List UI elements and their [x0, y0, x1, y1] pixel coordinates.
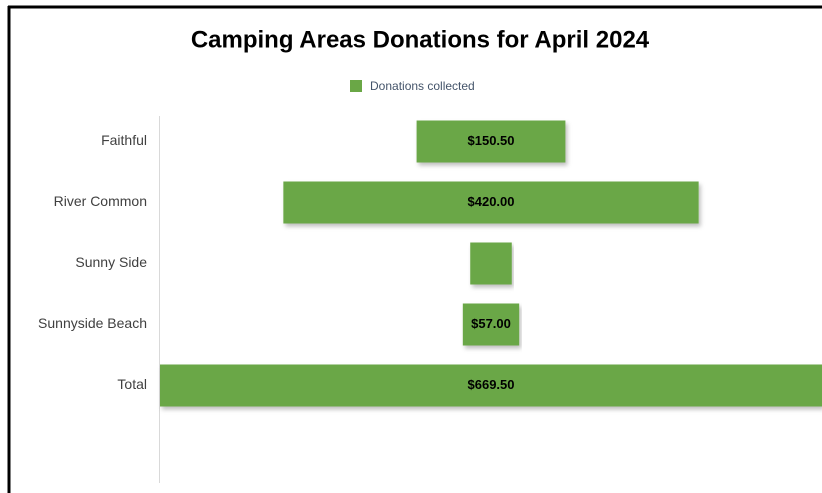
- bar: [283, 181, 699, 224]
- bar: [462, 303, 520, 346]
- data-label: $57.00: [471, 316, 511, 331]
- data-label: $669.50: [468, 377, 515, 392]
- category-label: Sunnyside Beach: [38, 315, 147, 331]
- legend-label: Donations collected: [370, 79, 475, 93]
- bar: [470, 242, 512, 285]
- data-label: $150.50: [468, 133, 515, 148]
- legend-swatch: [350, 80, 362, 92]
- category-label: Faithful: [101, 132, 147, 148]
- bar: [416, 120, 566, 163]
- category-label: Total: [117, 376, 147, 392]
- bar: [160, 364, 822, 407]
- category-label: River Common: [54, 193, 147, 209]
- category-label: Sunny Side: [75, 254, 147, 270]
- chart-title: Camping Areas Donations for April 2024: [191, 26, 650, 53]
- data-label: $420.00: [468, 194, 515, 209]
